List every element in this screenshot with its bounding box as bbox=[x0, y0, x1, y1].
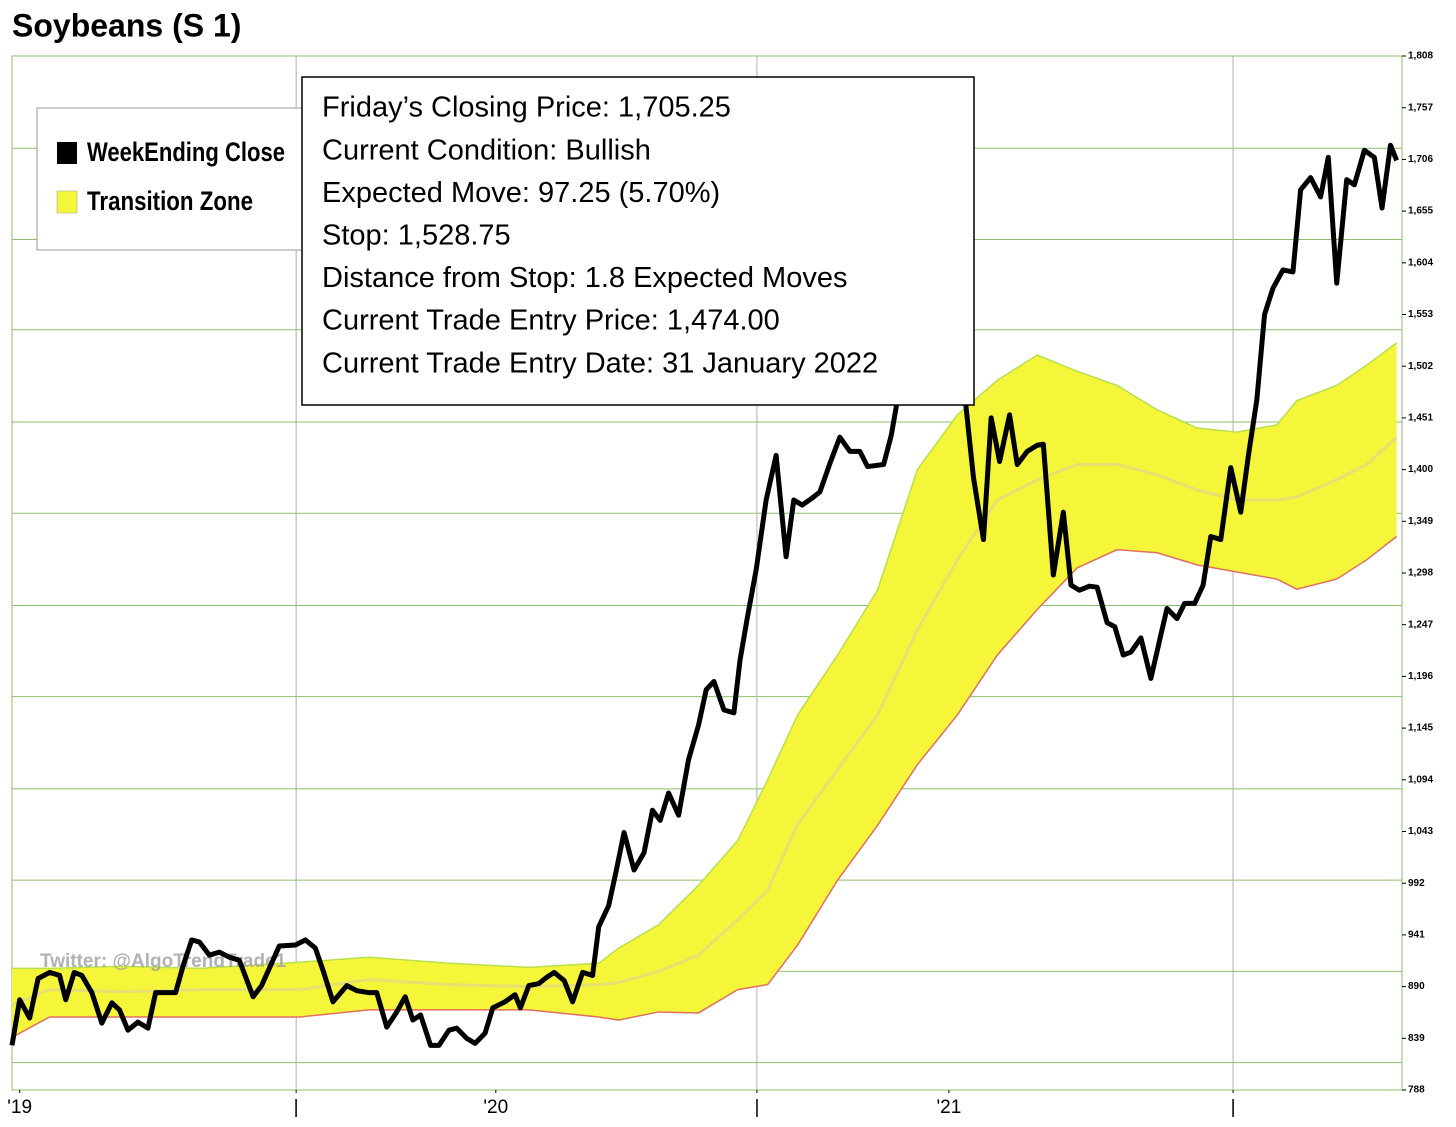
info-line: Distance from Stop: 1.8 Expected Moves bbox=[322, 262, 847, 294]
x-tick-label: | bbox=[1231, 1097, 1236, 1118]
y-tick-label: 1,196 bbox=[1408, 671, 1433, 682]
y-tick-label: 1,043 bbox=[1408, 826, 1433, 837]
y-tick-label: 1,604 bbox=[1408, 257, 1433, 268]
x-tick-label: '20 bbox=[483, 1097, 508, 1118]
zone-upper bbox=[12, 342, 1398, 970]
legend-label: WeekEnding Close bbox=[87, 137, 285, 167]
y-tick-label: 1,247 bbox=[1408, 619, 1433, 630]
y-tick-label: 1,757 bbox=[1408, 102, 1433, 113]
legend-swatch bbox=[56, 190, 78, 214]
y-tick-label: 941 bbox=[1408, 930, 1425, 941]
y-tick-label: 1,349 bbox=[1408, 516, 1433, 527]
legend-label: Transition Zone bbox=[87, 186, 253, 216]
y-tick-label: 1,451 bbox=[1408, 413, 1433, 424]
close-line bbox=[9, 142, 1399, 1048]
info-line: Expected Move: 97.25 (5.70%) bbox=[322, 177, 720, 209]
y-tick-label: 1,400 bbox=[1408, 464, 1433, 475]
y-tick-label: 1,808 bbox=[1408, 51, 1433, 62]
x-tick-label: | bbox=[294, 1097, 299, 1118]
y-tick-label: 788 bbox=[1408, 1085, 1425, 1096]
y-tick-label: 1,094 bbox=[1408, 774, 1433, 785]
y-tick-label: 890 bbox=[1408, 981, 1425, 992]
y-tick-label: 1,655 bbox=[1408, 206, 1433, 217]
info-line: Friday’s Closing Price: 1,705.25 bbox=[322, 92, 731, 124]
legend-swatch bbox=[57, 142, 77, 164]
y-tick-label: 1,502 bbox=[1408, 361, 1433, 372]
info-line: Current Trade Entry Date: 31 January 202… bbox=[322, 347, 878, 379]
y-tick-label: 1,145 bbox=[1408, 723, 1433, 734]
x-tick-label: | bbox=[754, 1097, 759, 1118]
watermark: Twitter: @AlgoTrendTrade1 bbox=[40, 951, 287, 972]
y-tick-label: 1,298 bbox=[1408, 568, 1433, 579]
x-tick-label: '21 bbox=[937, 1097, 962, 1118]
y-tick-label: 992 bbox=[1408, 878, 1425, 889]
legend-box bbox=[36, 107, 323, 251]
chart-title: Soybeans (S 1) bbox=[12, 7, 241, 43]
y-tick-label: 1,706 bbox=[1408, 154, 1433, 165]
info-line: Current Trade Entry Price: 1,474.00 bbox=[322, 305, 780, 337]
zone-lower bbox=[11, 535, 1398, 1038]
y-tick-label: 1,553 bbox=[1408, 309, 1433, 320]
info-box bbox=[301, 76, 975, 406]
x-tick-label: '19 bbox=[7, 1097, 32, 1118]
info-line: Stop: 1,528.75 bbox=[322, 219, 511, 251]
y-tick-label: 839 bbox=[1408, 1033, 1425, 1044]
info-line: Current Condition: Bullish bbox=[322, 134, 651, 166]
